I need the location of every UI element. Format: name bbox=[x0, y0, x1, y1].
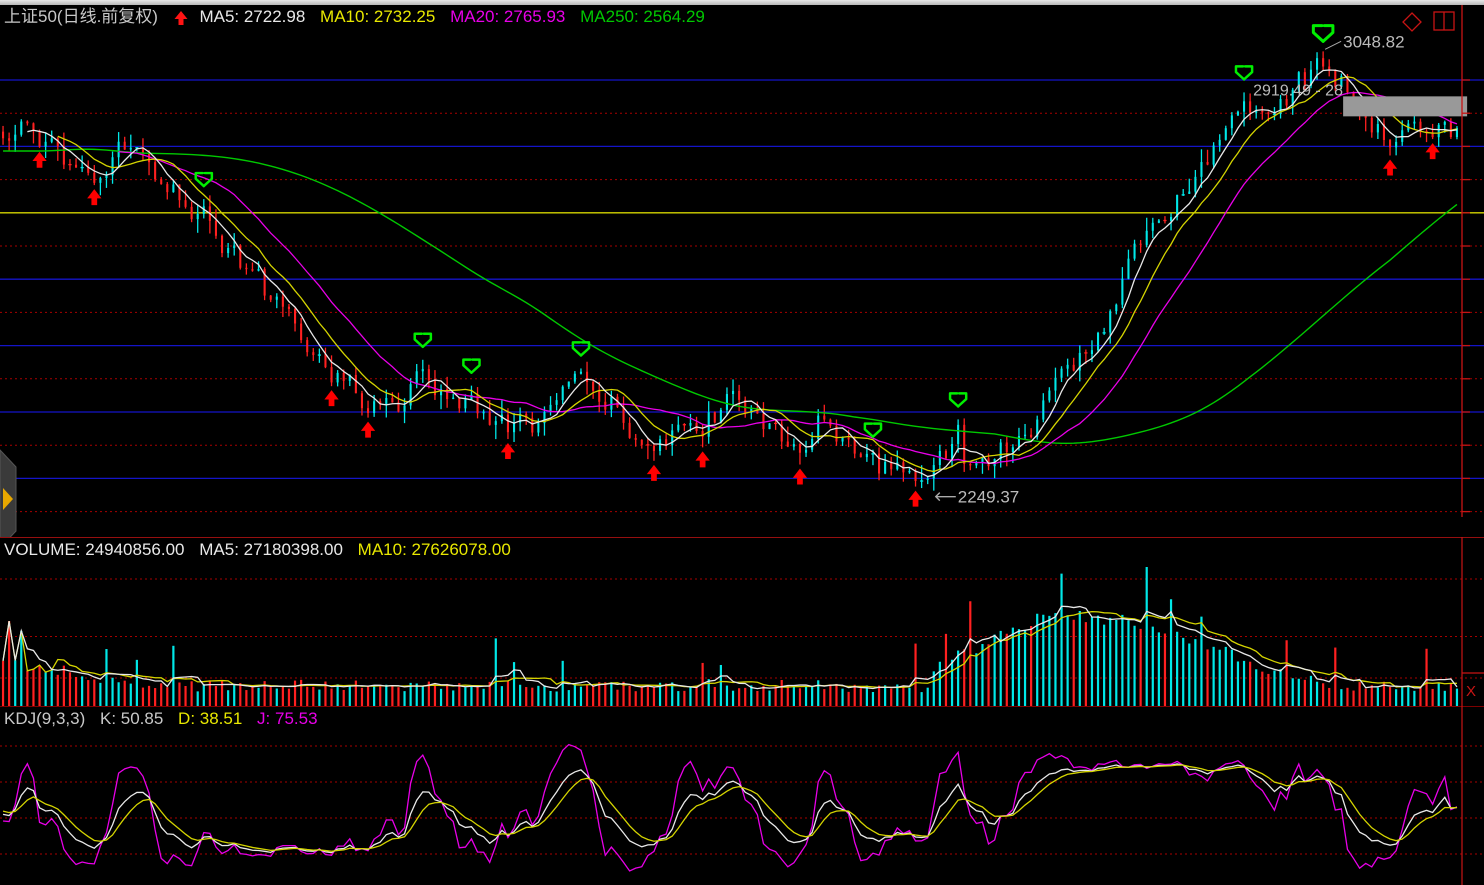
svg-text:2919.49 - 28: 2919.49 - 28 bbox=[1253, 82, 1343, 99]
svg-text:2249.37: 2249.37 bbox=[958, 488, 1019, 507]
svg-text:X: X bbox=[1466, 683, 1476, 700]
svg-text:3048.82: 3048.82 bbox=[1343, 32, 1404, 51]
